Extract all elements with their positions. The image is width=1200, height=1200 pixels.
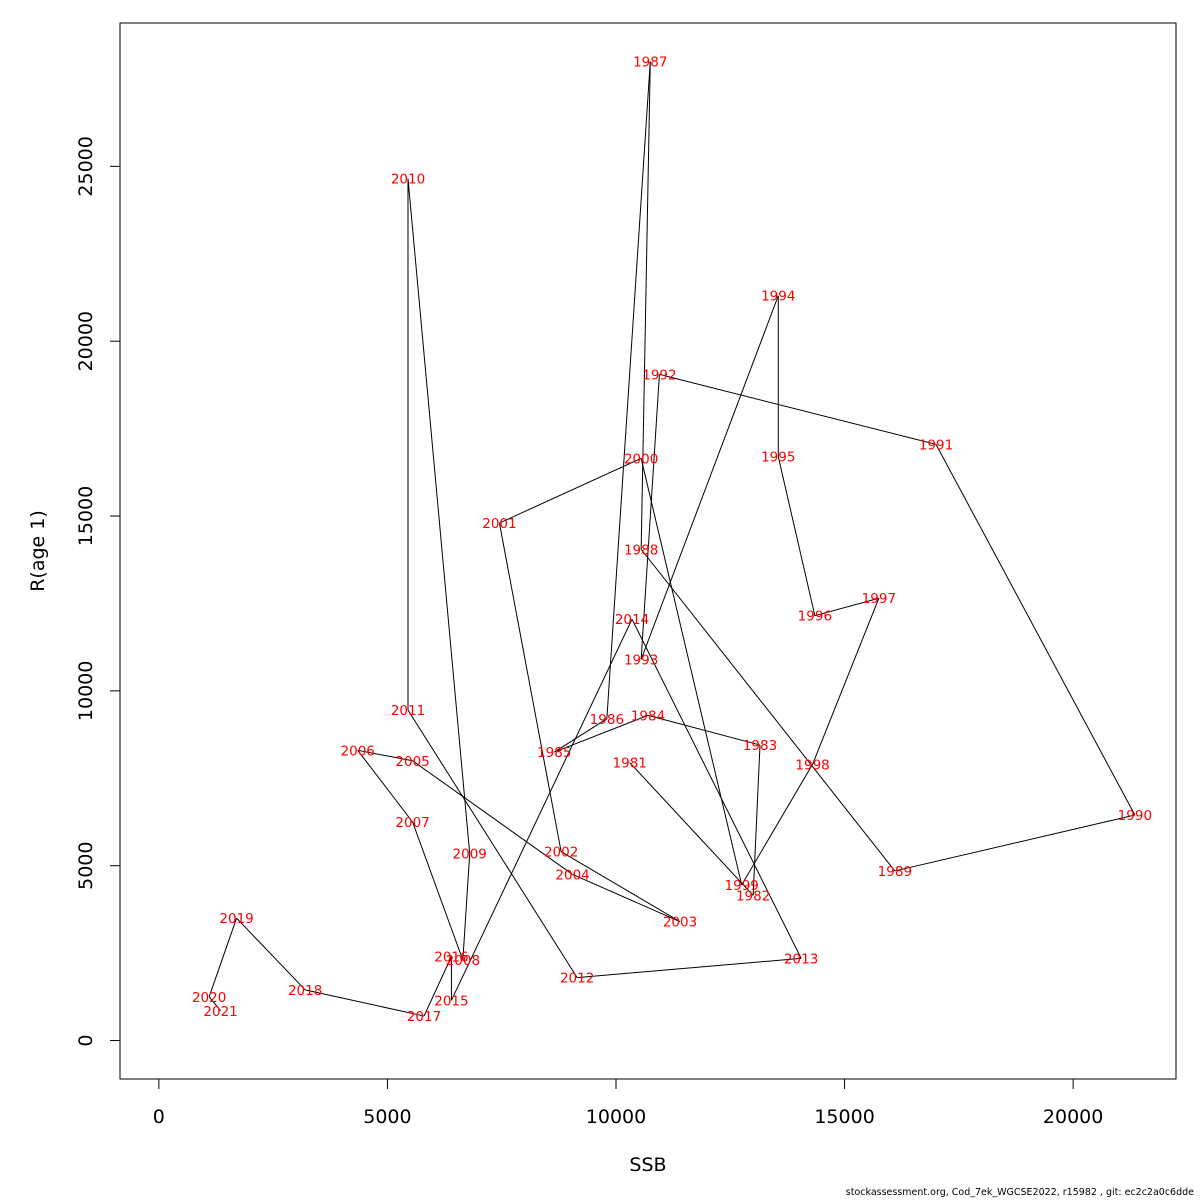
trajectory-segment-1997-1998: [812, 598, 880, 765]
trajectory-segment-1986-1987: [606, 61, 651, 719]
year-label-2005: 2005: [395, 754, 429, 770]
trajectory-segment-1985-1986: [554, 718, 608, 753]
y-tick-label-20000: 20000: [75, 311, 97, 371]
year-label-2001: 2001: [482, 516, 516, 532]
year-label-2017: 2017: [407, 1009, 441, 1025]
year-label-2021: 2021: [203, 1004, 237, 1020]
trajectory-segment-2009-2010: [407, 178, 471, 854]
year-label-2002: 2002: [544, 845, 578, 861]
year-label-2013: 2013: [784, 951, 818, 967]
y-tick-label-0: 0: [75, 1034, 97, 1046]
year-label-2011: 2011: [391, 703, 425, 719]
trajectory-segment-1983-1984: [647, 714, 761, 746]
trajectory-segment-1995-1996: [777, 456, 816, 616]
trajectory-segment-1991-1992: [659, 373, 937, 445]
trajectory-segment-2014-2015: [450, 618, 633, 1001]
trajectory-segment-2000-2001: [499, 457, 642, 524]
trajectory-segment-1999-2000: [640, 458, 743, 886]
year-label-2003: 2003: [663, 915, 697, 931]
year-label-1988: 1988: [624, 542, 658, 558]
year-label-1981: 1981: [613, 756, 647, 772]
year-label-2015: 2015: [434, 993, 468, 1009]
trajectory-segment-2019-2020: [208, 917, 238, 997]
year-label-2004: 2004: [555, 867, 589, 883]
year-label-1984: 1984: [631, 708, 665, 724]
trajectory-segment-1993-1994: [640, 295, 779, 660]
year-label-1996: 1996: [798, 609, 832, 625]
year-label-1992: 1992: [642, 367, 676, 383]
year-label-1987: 1987: [633, 54, 667, 70]
trajectory-segment-1992-1993: [640, 374, 660, 660]
trajectory-segment-2002-2003: [560, 851, 681, 923]
trajectory-segment-2020-2021: [208, 996, 221, 1012]
trajectory-segment-2005-2006: [357, 749, 413, 762]
year-label-1990: 1990: [1118, 808, 1152, 824]
year-label-1982: 1982: [736, 888, 770, 904]
year-label-1999: 1999: [725, 878, 759, 894]
year-label-1994: 1994: [761, 289, 795, 305]
year-label-2006: 2006: [341, 743, 375, 759]
x-tick-label-0: 0: [153, 1106, 165, 1128]
trajectory-segment-1989-1990: [894, 814, 1135, 872]
year-label-2008: 2008: [446, 953, 480, 969]
trajectory-segment-1990-1991: [935, 444, 1136, 816]
trajectory-segment-2003-2004: [572, 873, 681, 923]
trajectory-segment-1982-1983: [752, 745, 761, 896]
trajectory-segment-2008-2009: [462, 853, 471, 961]
y-axis: 0 5000 10000 15000 20000 25000: [75, 136, 121, 1047]
trajectory-segment-2013-2014: [631, 618, 802, 959]
x-tick-label-20000: 20000: [1043, 1106, 1103, 1128]
y-tick-label-10000: 10000: [75, 661, 97, 721]
trajectory-segment-2006-2007: [357, 750, 413, 823]
trajectory-segment-2011-2012: [407, 709, 578, 978]
y-tick-label-25000: 25000: [75, 136, 97, 196]
year-label-2020: 2020: [192, 990, 226, 1006]
x-tick-label-5000: 5000: [363, 1106, 411, 1128]
year-label-2009: 2009: [453, 846, 487, 862]
trajectory-segment-2016-2017: [423, 956, 452, 1017]
y-tick-label-15000: 15000: [75, 486, 97, 546]
x-tick-label-10000: 10000: [586, 1106, 646, 1128]
trajectory-segment-1988-1989: [640, 548, 896, 872]
trajectory-segment-1996-1997: [814, 597, 879, 617]
trajectory-segment-2017-2018: [305, 989, 425, 1017]
trajectory-segment-1998-1999: [741, 764, 814, 886]
trajectory-segment-1981-1982: [629, 762, 754, 896]
x-axis-title: SSB: [629, 1154, 666, 1176]
y-axis-title: R(age 1): [27, 510, 49, 592]
trajectory-segment-2012-2013: [577, 957, 802, 979]
footer-credit: stockassessment.org, Cod_7ek_WGCSE2022, …: [845, 1187, 1194, 1198]
year-label-2018: 2018: [288, 983, 322, 999]
year-label-2000: 2000: [624, 451, 658, 467]
trajectory-segment-2001-2002: [498, 522, 562, 852]
trajectory-segment-2007-2008: [412, 821, 464, 961]
year-label-2019: 2019: [219, 911, 253, 927]
year-label-1985: 1985: [537, 745, 571, 761]
year-labels: 1981 1982 1983 1984 1985 1986 1987 1988 1989 1990…: [192, 54, 1152, 1025]
year-label-2012: 2012: [560, 971, 594, 987]
year-label-2016: 2016: [434, 950, 468, 966]
year-label-2014: 2014: [615, 612, 649, 628]
year-label-1983: 1983: [743, 738, 777, 754]
year-label-2007: 2007: [395, 815, 429, 831]
trajectory-segment-2004-2005: [412, 760, 573, 875]
trajectory-segment-2018-2019: [236, 917, 306, 991]
year-label-1995: 1995: [761, 450, 795, 466]
x-tick-label-15000: 15000: [814, 1106, 874, 1128]
year-label-1991: 1991: [919, 437, 953, 453]
year-label-2010: 2010: [391, 172, 425, 188]
year-label-1993: 1993: [624, 652, 658, 668]
year-label-1997: 1997: [862, 591, 896, 607]
trajectory-line: [208, 61, 1136, 1017]
y-tick-label-5000: 5000: [75, 842, 97, 890]
trajectory-segment-1984-1985: [554, 714, 649, 753]
year-label-1989: 1989: [878, 864, 912, 880]
year-label-1986: 1986: [590, 712, 624, 728]
x-axis: 0 5000 10000 15000 20000: [153, 1078, 1103, 1128]
year-label-1998: 1998: [795, 757, 829, 773]
trajectory-segment-1987-1988: [640, 61, 651, 550]
